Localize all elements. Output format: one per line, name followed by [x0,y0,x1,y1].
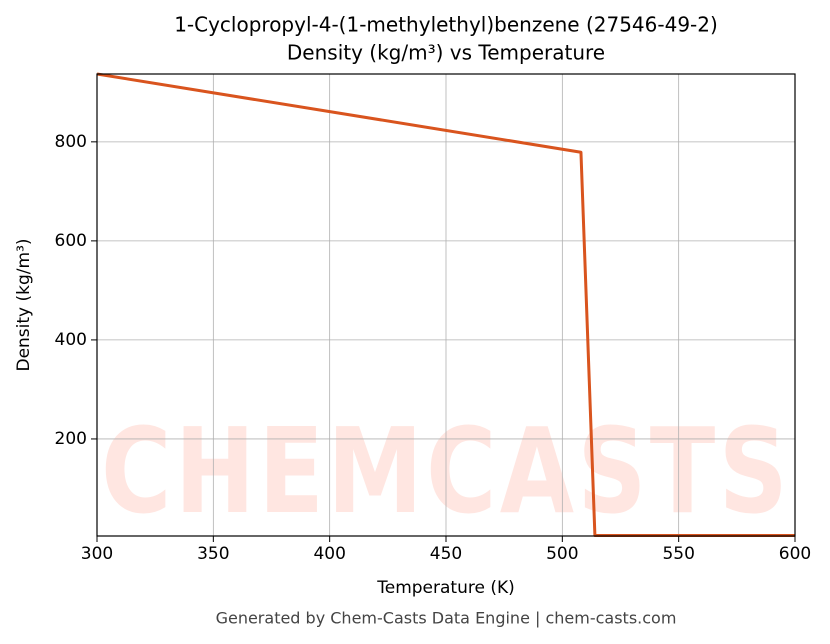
x-tick-label: 350 [197,544,229,564]
x-tick-label: 550 [662,544,694,564]
footer: Generated by Chem-Casts Data Engine | ch… [216,609,677,628]
y-tick-label: 600 [55,231,87,251]
x-tick-label: 600 [779,544,811,564]
chart-title: 1-Cyclopropyl-4-(1-methylethyl)benzene (… [174,13,718,37]
x-axis-label: Temperature (K) [376,578,515,598]
x-tick-label: 500 [546,544,578,564]
x-tick-label: 400 [313,544,345,564]
y-tick-label: 200 [55,429,87,449]
x-tick-label: 450 [430,544,462,564]
y-tick-label: 400 [55,330,87,350]
watermark: CHEMCASTS [101,402,791,540]
y-axis-label: Density (kg/m³) [14,238,34,371]
x-tick-label: 300 [81,544,113,564]
chart-subtitle: Density (kg/m³) vs Temperature [287,41,605,65]
y-tick-label: 800 [55,132,87,152]
